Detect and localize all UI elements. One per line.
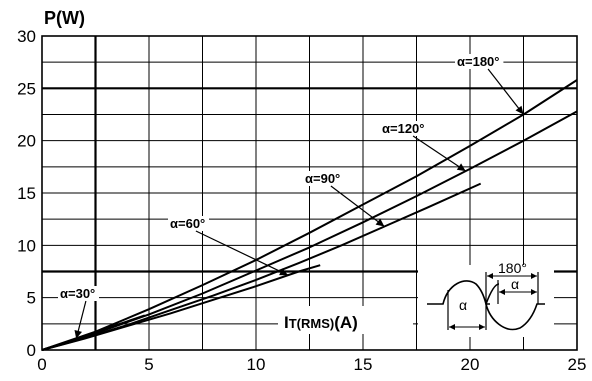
curve-label-arrowhead: [375, 218, 385, 227]
curve-label-background: [380, 121, 429, 136]
curve-label-background: [58, 286, 99, 301]
grid-lines: [42, 36, 577, 350]
curve-label-0: α=30°: [60, 286, 95, 301]
curve-label-background: [455, 54, 504, 69]
series-line-3: [41, 110, 578, 351]
curve-label-background: [303, 171, 344, 186]
plot-frame: [41, 35, 578, 351]
y-tick-label: 30: [17, 27, 36, 46]
inset-period-arrows: [487, 273, 537, 279]
x-tick-label: 0: [37, 355, 46, 374]
y-tick-label: 0: [27, 341, 36, 360]
x-tick-label: 15: [354, 355, 373, 374]
x-axis-label-sub: T(RMS): [289, 316, 335, 331]
y-tick-label: 10: [17, 236, 36, 255]
curve-label-arrowhead: [456, 163, 466, 172]
curve-label-background: [168, 216, 209, 231]
x-tick-label: 5: [144, 355, 153, 374]
x-axis-label-main: I: [284, 313, 289, 332]
x-tick-label: 10: [247, 355, 266, 374]
inset-alpha-label: α: [459, 297, 467, 313]
curve-label-2: α=90°: [305, 171, 340, 186]
curve-label-4: α=180°: [457, 54, 499, 69]
curve-label-leader: [330, 185, 385, 227]
inset-period-label: 180°: [498, 260, 527, 276]
curve-label-leader: [195, 230, 289, 276]
curve-label-leader: [412, 135, 467, 172]
series-group: [41, 79, 578, 351]
curve-labels: α=30° α=60° α=90° α=120° α=180°: [58, 54, 524, 339]
y-tick-label: 15: [17, 184, 36, 203]
y-axis-label: P(W): [44, 8, 85, 28]
x-tick-label: 25: [568, 355, 587, 374]
inset-alpha2-label: α: [511, 276, 519, 292]
negative-half-wave: [485, 303, 545, 331]
series-line-2: [41, 182, 482, 351]
curve-label-1: α=60°: [170, 216, 205, 231]
x-label-background: [278, 306, 413, 334]
series-line-4: [41, 79, 578, 351]
y-tick-label: 20: [17, 132, 36, 151]
x-tick-label: 20: [461, 355, 480, 374]
curve-label-leader: [487, 68, 524, 115]
conduction-angle-inset: 180° α α: [418, 260, 554, 337]
curve-label-arrowhead: [515, 105, 524, 115]
curve-label-arrowhead: [279, 268, 289, 276]
x-axis-label: IT(RMS)(A): [284, 313, 358, 332]
axes: 0 5 10 15 20 25 0 5 10 15 20 25 30: [17, 27, 586, 374]
x-axis-label-unit: (A): [334, 313, 358, 332]
curve-label-arrowhead: [74, 330, 82, 339]
y-tick-label: 25: [17, 79, 36, 98]
y-tick-label: 5: [27, 289, 36, 308]
curve-label-3: α=120°: [382, 121, 424, 136]
